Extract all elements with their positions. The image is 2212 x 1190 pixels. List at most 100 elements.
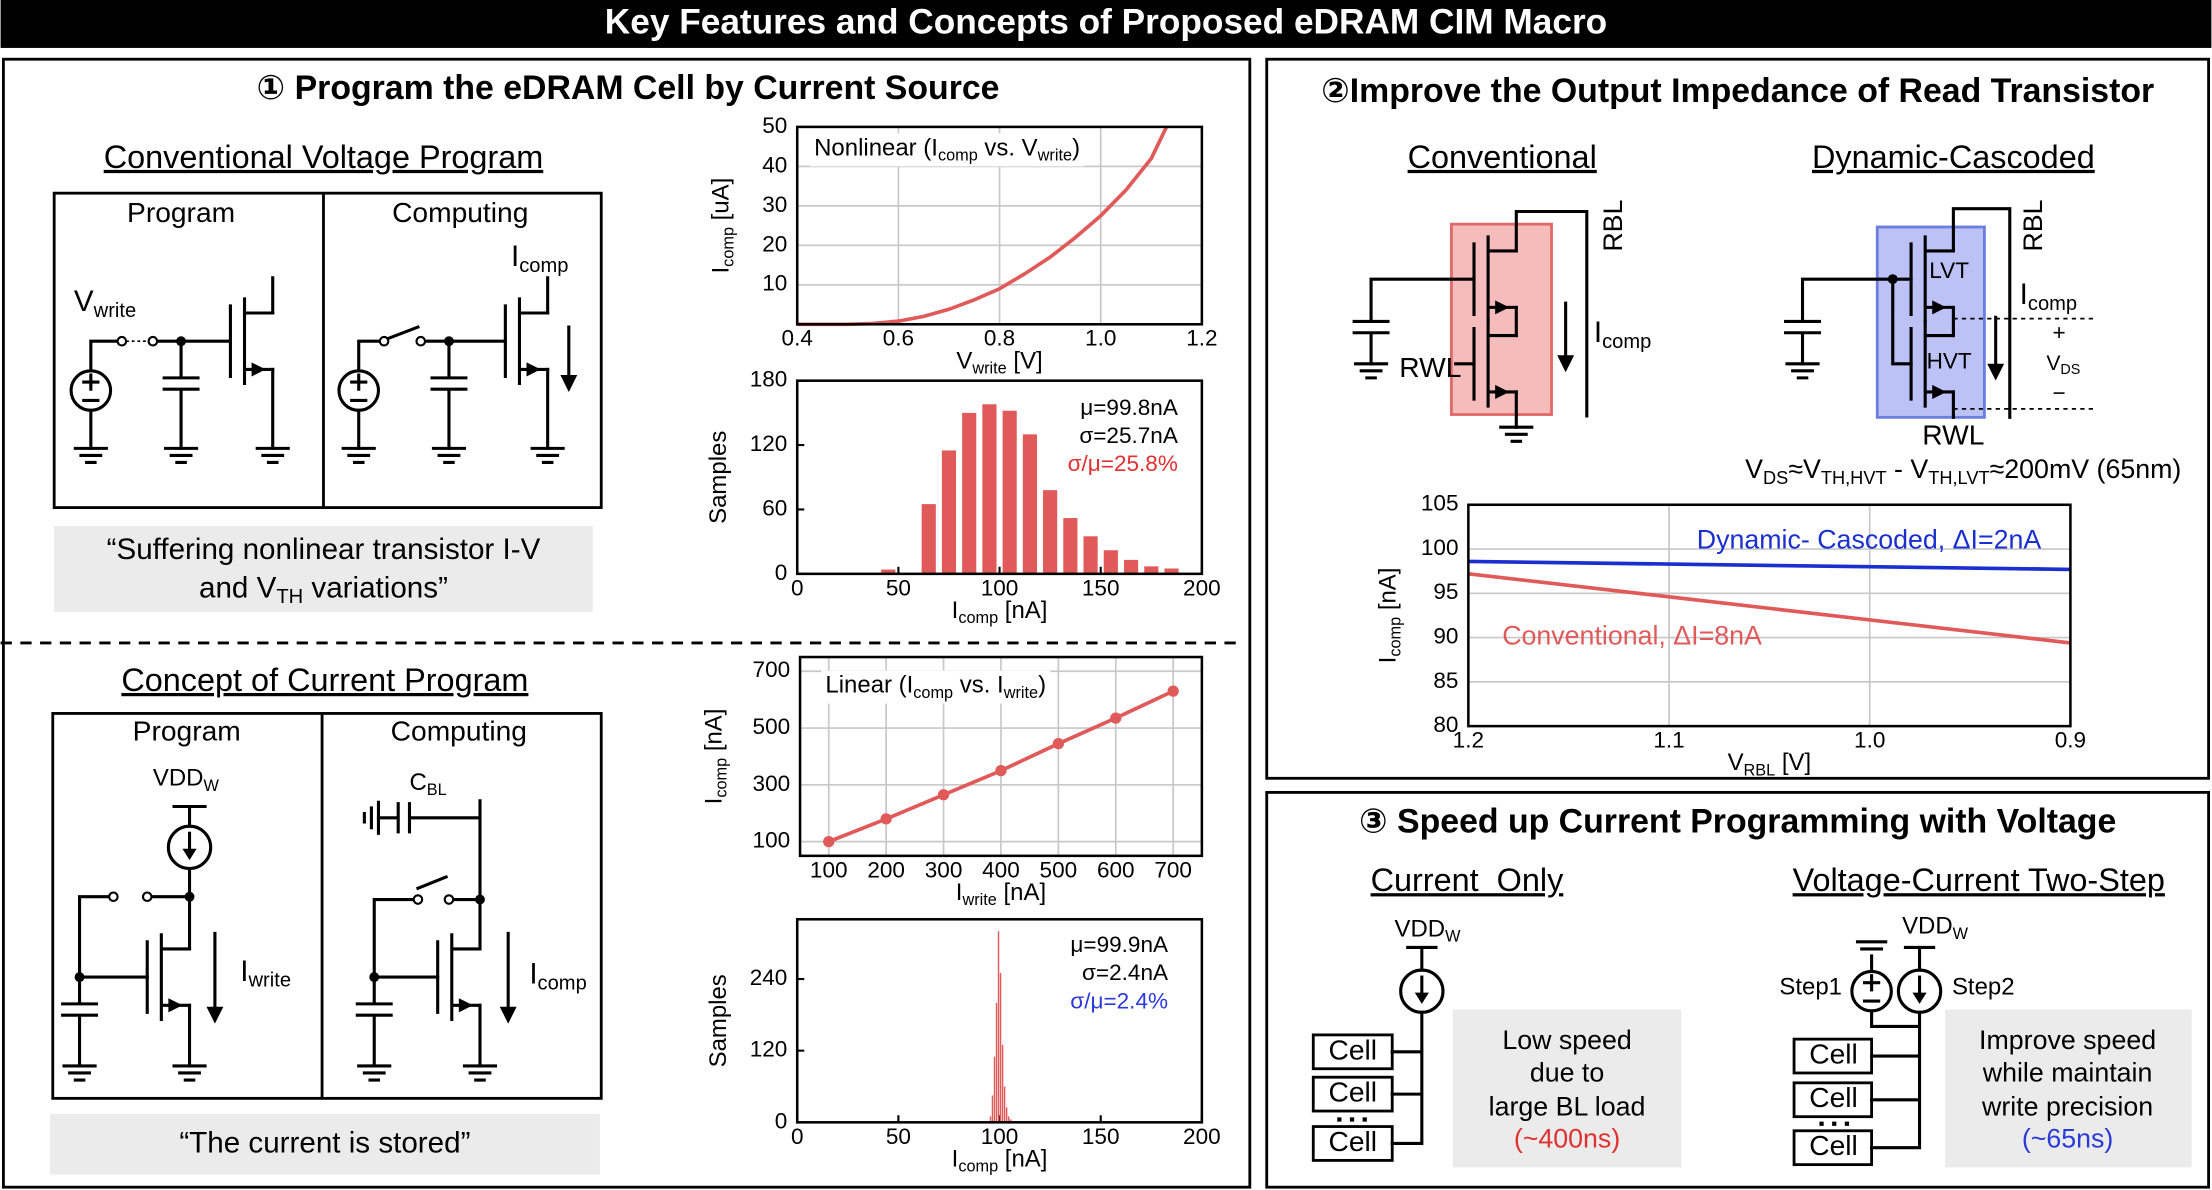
y-tick-label: 20 — [762, 231, 787, 256]
text-part: ≈V — [1788, 454, 1821, 484]
panel-title: ③ Speed up Current Programming with Volt… — [1359, 802, 2116, 840]
y-axis-title: Icomp [nA] — [701, 709, 731, 805]
x-tick-label: 100 — [981, 1124, 1019, 1149]
bar — [997, 931, 1000, 1123]
x-tick-label: 0.6 — [883, 326, 914, 351]
text-part: I — [1375, 657, 1402, 664]
circuit — [355, 799, 517, 1082]
label: Step1 — [1779, 974, 1842, 1001]
text-part: comp — [720, 227, 738, 267]
y-tick-label: 85 — [1433, 668, 1458, 693]
circuit — [1352, 209, 1589, 443]
text-part: Linear (I — [825, 672, 913, 699]
x-axis-title: Iwrite [nA] — [956, 879, 1046, 909]
cell-label: Cell — [1809, 1129, 1858, 1161]
text-part: ) — [1072, 135, 1080, 162]
transistor — [503, 297, 550, 386]
text-part: BL — [427, 781, 447, 799]
x-tick-label: 1.1 — [1653, 728, 1684, 753]
x-tick-label: 200 — [867, 857, 905, 882]
text-part: TH — [276, 587, 303, 609]
text-part: comp — [958, 1158, 998, 1176]
circuit — [61, 804, 224, 1082]
circuit — [1784, 207, 2095, 419]
label: Program — [133, 715, 241, 747]
arrow — [499, 1006, 517, 1024]
text-part: I — [240, 955, 248, 988]
text-part: comp — [1387, 617, 1405, 657]
ground — [1354, 362, 1389, 380]
data-point — [995, 765, 1007, 777]
node — [176, 336, 187, 347]
x-axis-title: Vwrite [V] — [956, 348, 1042, 378]
plot-frame — [798, 655, 1204, 858]
label: RBL — [2018, 200, 2048, 252]
y-tick-label: 80 — [1433, 712, 1458, 737]
bar — [921, 504, 936, 574]
ground — [530, 446, 565, 465]
cell — [1792, 1037, 1874, 1075]
x-tick-label: 0.8 — [984, 326, 1015, 351]
y-tick-label: 120 — [750, 1037, 788, 1062]
text-part: comp — [1602, 331, 1651, 353]
y-tick-label: 95 — [1433, 579, 1458, 604]
ground — [164, 446, 199, 465]
x-tick-label: 1.0 — [1085, 326, 1116, 351]
node — [369, 972, 380, 983]
node — [184, 891, 195, 902]
annotation: σ=2.4nA — [1082, 960, 1168, 985]
text-part: vs. I — [953, 672, 1004, 699]
arrow — [206, 1006, 224, 1024]
label: Computing — [391, 715, 527, 747]
current-source — [1399, 968, 1445, 1014]
x-axis-title: Icomp [nA] — [952, 597, 1048, 627]
text-part: VDD — [1902, 913, 1953, 940]
text-part: I — [529, 957, 537, 990]
text-part: and V — [199, 571, 277, 604]
note: large BL load — [1489, 1091, 1646, 1121]
y-tick-label: 120 — [750, 431, 788, 456]
x-axis-title: Icomp [nA] — [952, 1146, 1048, 1176]
node — [475, 894, 485, 905]
label: VDS — [2046, 351, 2080, 378]
text-part: I — [956, 879, 963, 906]
text-part: I — [1594, 316, 1602, 349]
plot-frame — [795, 125, 1204, 326]
label: RBL — [1598, 200, 1628, 252]
data-line — [1468, 559, 2071, 572]
cell-label: Cell — [1809, 1038, 1858, 1070]
x-tick-label: 100 — [981, 575, 1019, 600]
wire — [1784, 207, 2012, 419]
circuit-frame — [51, 712, 603, 1100]
switch-node — [141, 891, 153, 903]
x-tick-label: 700 — [1154, 857, 1192, 882]
text-part: DS — [1763, 468, 1788, 488]
x-tick-label: 150 — [1082, 1124, 1120, 1149]
plot-frame — [795, 918, 1204, 1124]
text-part: I — [952, 1146, 959, 1173]
annotation: μ=99.9nA — [1070, 932, 1168, 957]
y-axis-title: Samples — [705, 431, 732, 524]
legend-label: Dynamic- Cascoded, ΔI=2nA — [1697, 524, 2042, 554]
text-part: I — [2020, 278, 2028, 311]
text-part: [nA] — [997, 879, 1046, 906]
y-axis-title: Samples — [705, 974, 732, 1067]
highlight — [1875, 225, 1986, 419]
wire — [1855, 940, 1936, 1150]
switch-node — [443, 894, 455, 905]
highlight — [1450, 222, 1553, 416]
bar — [881, 569, 896, 574]
label: VDDW — [153, 765, 220, 795]
wire — [357, 276, 571, 450]
note: write precision — [1981, 1091, 2153, 1121]
text-part: [nA] — [998, 1146, 1047, 1173]
cell — [1792, 1129, 1874, 1167]
x-tick-label: 200 — [1183, 575, 1221, 600]
bar — [1123, 559, 1139, 574]
node — [444, 336, 454, 347]
x-tick-label: 1.2 — [1453, 728, 1484, 753]
x-tick-label: 100 — [810, 857, 848, 882]
level-line — [1953, 317, 2095, 410]
bar — [962, 412, 977, 574]
bar — [1005, 1107, 1008, 1123]
